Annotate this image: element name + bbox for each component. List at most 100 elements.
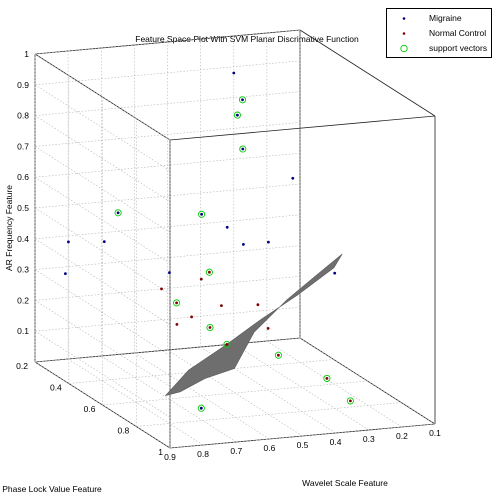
normal-control-point xyxy=(277,353,280,357)
grid-line xyxy=(102,380,368,406)
grid-line xyxy=(101,355,237,443)
x-tick-label: 0.9 xyxy=(164,452,176,462)
axis-box-edge xyxy=(169,115,436,141)
grid-line xyxy=(34,207,171,295)
normal-control-point xyxy=(220,304,223,307)
migraine-point xyxy=(236,113,239,117)
grid-line xyxy=(34,60,301,86)
y-tick-label: 0.4 xyxy=(50,383,62,393)
normal-control-point xyxy=(325,377,329,380)
z-tick-label: 0.1 xyxy=(17,326,29,336)
migraine-point xyxy=(267,240,270,244)
support-vector-marker xyxy=(197,404,205,412)
grid-line xyxy=(169,423,436,449)
x-tick-label: 0.6 xyxy=(263,443,275,453)
x-tick-label: 0.2 xyxy=(396,431,408,441)
migraine-point xyxy=(333,271,337,275)
migraine-point xyxy=(232,71,236,75)
y-tick-label: 0.8 xyxy=(117,426,129,436)
grid-line xyxy=(34,84,171,172)
grid-line xyxy=(34,53,171,141)
normal-control-point xyxy=(266,327,270,330)
x-tick-label: 0.1 xyxy=(429,428,441,438)
z-tick-label: 1 xyxy=(24,49,29,59)
support-vector-marker xyxy=(223,340,231,348)
migraine-point xyxy=(102,240,106,244)
y-axis-label: Phase Lock Value Feature xyxy=(2,484,102,494)
normal-control-point xyxy=(349,399,352,403)
grid-line xyxy=(34,306,301,332)
z-tick-label: 0.2 xyxy=(17,295,29,305)
x-tick-label: 0.3 xyxy=(363,434,375,444)
migraine-point xyxy=(200,212,204,216)
grid-line xyxy=(34,146,171,233)
decision-surface-layer xyxy=(164,253,343,397)
legend-label-support-vectors: support vectors xyxy=(429,43,488,53)
migraine-point xyxy=(64,272,67,275)
grid-line xyxy=(34,238,171,326)
migraine-point xyxy=(291,176,295,180)
z-tick-label: 0.6 xyxy=(17,172,29,182)
legend-item-support-vectors: support vectors xyxy=(387,42,491,55)
grid-line xyxy=(67,358,204,446)
grid-line xyxy=(34,245,301,270)
y-tick-label: 0.6 xyxy=(84,404,96,414)
grid-line xyxy=(34,276,301,301)
legend-item-migraine: Migraine xyxy=(387,12,491,25)
support-vector-marker xyxy=(233,111,241,119)
x-tick-label: 0.5 xyxy=(297,440,309,450)
y-tick-label: 0.2 xyxy=(16,361,28,371)
x-tick-label: 0.8 xyxy=(197,449,209,459)
grid-line xyxy=(34,115,171,202)
grid-line xyxy=(34,91,301,116)
x-tick-label: 0.4 xyxy=(330,437,342,447)
axes-frame xyxy=(34,29,436,449)
grid-line xyxy=(34,214,301,240)
migraine-point xyxy=(116,211,120,215)
support-vector-circle-icon xyxy=(400,44,408,53)
svm-decision-surface xyxy=(164,253,343,397)
grid-line xyxy=(34,152,301,178)
migraine-point xyxy=(225,225,229,229)
normal-control-dot-icon xyxy=(402,32,406,35)
x-axis-label: Wavelet Scale Feature xyxy=(302,478,388,488)
migraine-point xyxy=(168,271,171,274)
grid-line xyxy=(34,361,171,449)
grid-line xyxy=(136,402,402,427)
grid-line xyxy=(34,29,301,55)
grid-line xyxy=(34,176,171,264)
z-tick-label: 0.5 xyxy=(17,203,29,213)
z-tick-label: 0.8 xyxy=(17,111,29,121)
support-vector-marker xyxy=(238,96,247,104)
grid-line xyxy=(34,122,301,147)
support-vector-marker xyxy=(205,268,213,276)
chart-title: Feature Space Plot With SVM Planar Discr… xyxy=(135,34,359,44)
normal-control-point xyxy=(175,301,179,305)
normal-control-point xyxy=(199,277,203,281)
normal-control-point xyxy=(160,287,163,291)
normal-control-point xyxy=(190,315,194,319)
support-vector-marker xyxy=(173,299,181,307)
legend-label-normal-control: Normal Control xyxy=(429,28,487,38)
grid-lines xyxy=(34,29,436,449)
normal-control-point xyxy=(208,270,211,274)
migraine-point xyxy=(67,240,70,244)
migraine-dot-icon xyxy=(402,17,406,20)
legend-item-normal-control: Normal Control xyxy=(387,27,491,40)
migraine-point xyxy=(242,243,245,246)
y-tick-label: 1 xyxy=(158,447,163,457)
migraine-point xyxy=(199,406,203,410)
normal-control-point xyxy=(256,303,260,307)
grid-line xyxy=(34,330,171,418)
grid-line xyxy=(34,269,171,356)
axis-box-edge xyxy=(299,29,436,117)
z-axis-label: AR Frequency Feature xyxy=(4,185,14,271)
normal-control-point xyxy=(208,326,212,329)
normal-control-point xyxy=(175,323,179,326)
support-vector-marker xyxy=(274,351,282,359)
migraine-point xyxy=(241,147,245,151)
z-tick-label: 0.4 xyxy=(17,234,29,244)
tick-labels: 0.10.20.30.40.50.60.70.80.910.10.20.30.4… xyxy=(16,49,441,462)
z-tick-label: 0.9 xyxy=(17,80,29,90)
